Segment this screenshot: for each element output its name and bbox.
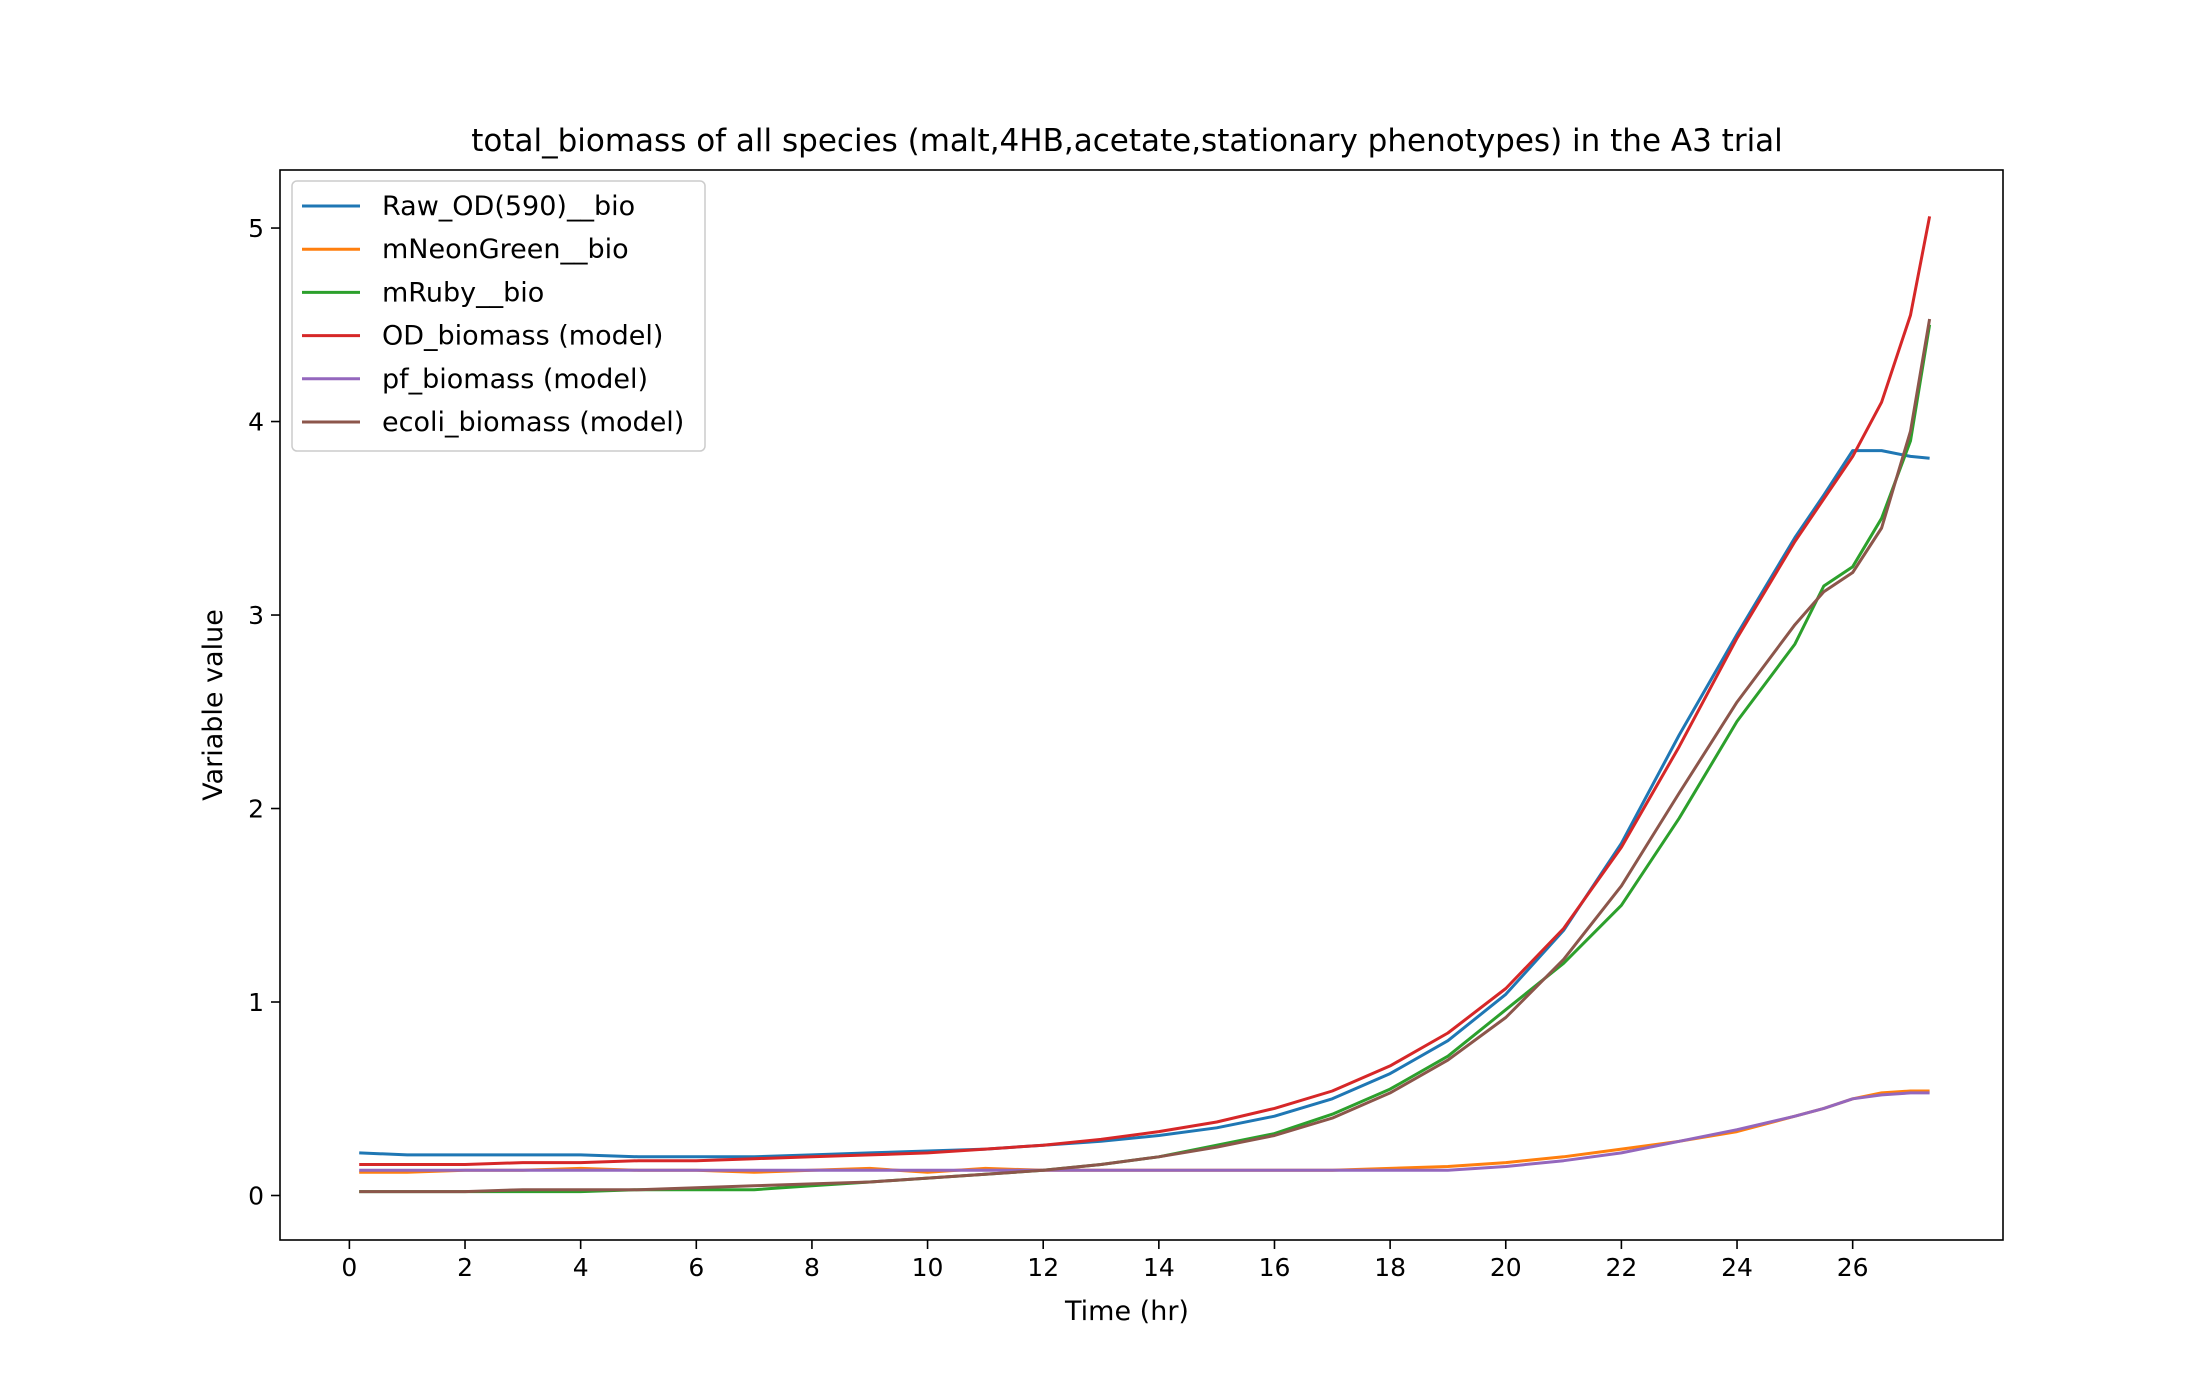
x-tick-label: 4 <box>573 1253 589 1282</box>
y-axis-label: Variable value <box>198 609 229 801</box>
legend-label: OD_biomass (model) <box>382 321 663 352</box>
y-tick-label: 2 <box>248 795 264 824</box>
series-line-5 <box>359 1091 1930 1172</box>
plot-frame <box>279 169 2004 1241</box>
x-tick-label: 14 <box>1143 1253 1175 1282</box>
legend-box <box>291 180 706 452</box>
legend: Raw_OD(590)__bio mNeonGreen__bio mRuby__bi… <box>291 180 706 452</box>
y-axis: 0 1 2 3 4 5 <box>248 214 280 1210</box>
x-tick-label: 0 <box>341 1253 357 1282</box>
x-tick-label: 16 <box>1259 1253 1291 1282</box>
legend-label: Raw_OD(590)__bio <box>382 191 635 222</box>
x-tick-label: 12 <box>1027 1253 1059 1282</box>
x-tick-label: 24 <box>1721 1253 1753 1282</box>
x-tick-label: 18 <box>1374 1253 1406 1282</box>
y-tick-label: 1 <box>248 988 264 1017</box>
y-tick-label: 5 <box>248 214 264 243</box>
x-tick-label: 26 <box>1837 1253 1869 1282</box>
x-tick-label: 6 <box>688 1253 704 1282</box>
x-tick-label: 8 <box>804 1253 820 1282</box>
y-tick-label: 3 <box>248 601 264 630</box>
x-axis: 0 2 4 6 8 10 12 14 16 18 20 22 24 26 <box>341 1240 1869 1282</box>
y-tick-label: 0 <box>248 1181 264 1210</box>
x-tick-label: 20 <box>1490 1253 1522 1282</box>
y-tick-label: 4 <box>248 408 264 437</box>
legend-label: mRuby__bio <box>382 277 544 308</box>
x-axis-label: Time (hr) <box>1064 1296 1189 1327</box>
legend-label: pf_biomass (model) <box>382 364 648 395</box>
series-line-6 <box>359 318 1932 1194</box>
plot-area <box>359 216 1932 1194</box>
x-tick-label: 2 <box>457 1253 473 1282</box>
x-tick-label: 22 <box>1605 1253 1637 1282</box>
legend-label: ecoli_biomass (model) <box>382 407 684 438</box>
series-line-4 <box>359 216 1932 1166</box>
legend-label: mNeonGreen__bio <box>382 234 629 265</box>
chart-title: total_biomass of all species (malt,4HB,a… <box>471 123 1783 159</box>
series-line-1 <box>359 449 1930 1159</box>
x-tick-label: 10 <box>912 1253 944 1282</box>
